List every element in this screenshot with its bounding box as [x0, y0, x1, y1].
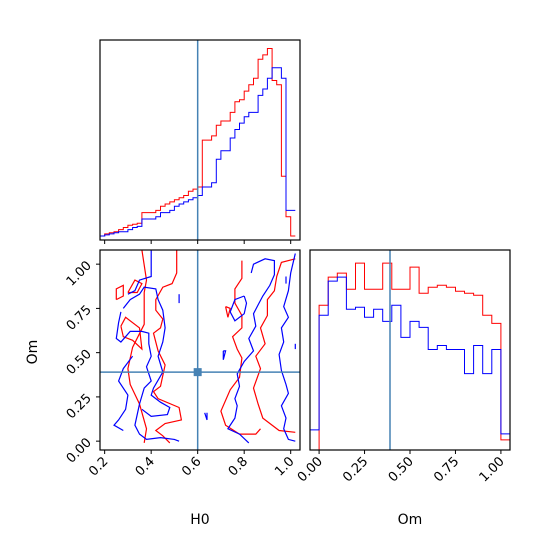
x-tick-label-h0: 1.0 — [272, 454, 297, 479]
x-axis-label-om: Om — [398, 512, 423, 528]
contour-group — [113, 250, 296, 444]
contour-blue — [222, 350, 227, 360]
h0-histogram-panel — [99, 39, 301, 244]
x-tick-label-h0: 0.8 — [226, 454, 251, 479]
contour-blue — [113, 355, 134, 432]
contour-blue — [278, 253, 296, 442]
contour-red — [115, 284, 124, 301]
contour-blue — [227, 258, 275, 444]
contour-red — [252, 258, 296, 433]
contour-blue — [115, 311, 180, 442]
histogram-blue-om — [310, 276, 510, 435]
om-histogram-panel: 0.00 0.25 0.50 0.75 1.00 — [295, 249, 511, 485]
x-tick-label-om: 1.00 — [477, 454, 508, 485]
histogram-red-om — [310, 262, 510, 451]
contour-red — [152, 250, 183, 444]
frame-h0-histogram — [99, 39, 301, 241]
contour-blue — [204, 412, 208, 421]
x-tick-label-om: 0.00 — [295, 454, 326, 485]
x-tick-label-om: 0.25 — [340, 454, 371, 485]
truth-marker — [193, 368, 202, 377]
y-tick-label-om: 0.75 — [64, 303, 95, 334]
y-tick-label-om: 0.00 — [64, 435, 95, 466]
x-tick-label-h0: 0.4 — [133, 454, 158, 479]
y-tick-label-om: 0.50 — [64, 347, 95, 378]
x-tick-label-om: 0.50 — [386, 454, 417, 485]
contour-red — [225, 306, 231, 318]
contour-blue — [127, 250, 152, 295]
contour-blue — [229, 295, 248, 322]
y-tick-label-om: 1.00 — [64, 258, 95, 289]
contour-red — [220, 260, 261, 435]
x-tick-label-om: 0.75 — [431, 454, 462, 485]
contour-red — [127, 250, 148, 443]
x-tick-label-h0: 0.6 — [179, 454, 204, 479]
y-axis-label-om: Om — [25, 340, 41, 365]
x-axis-label-h0: H0 — [190, 512, 209, 528]
frame-joint — [99, 249, 301, 451]
y-tick-label-om: 0.25 — [64, 391, 95, 422]
contour-red — [120, 316, 143, 351]
h0-om-contour-panel: 0.2 0.4 0.6 0.8 1.0 0.00 0.25 0.50 0.75 1.00 — [64, 249, 301, 479]
contour-red — [127, 279, 143, 294]
contour-blue — [122, 286, 171, 418]
x-tick-label-h0: 0.2 — [86, 454, 111, 479]
